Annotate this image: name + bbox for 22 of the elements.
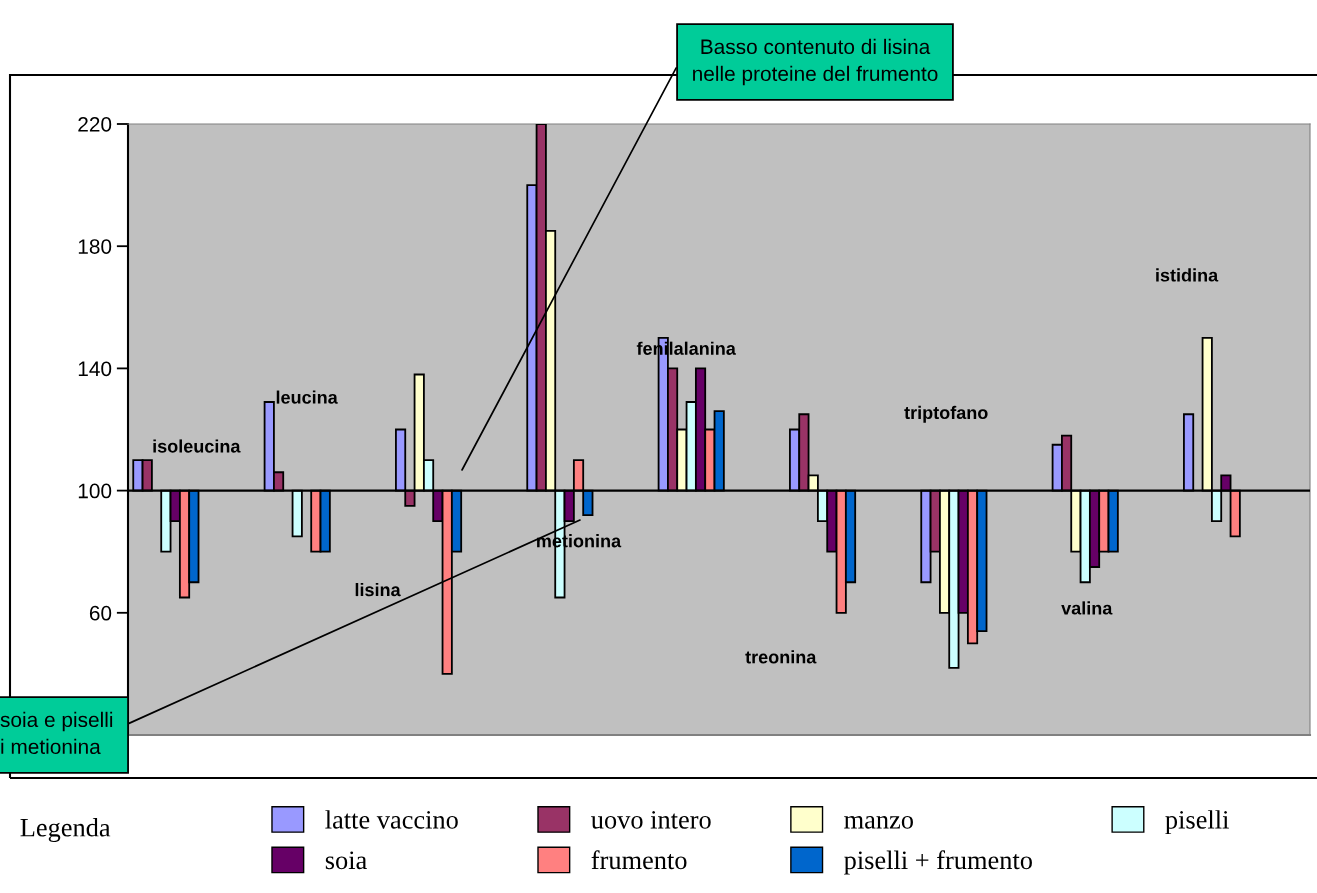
legend-label: uovo intero xyxy=(591,810,711,829)
legend-label: piselli + frumento xyxy=(844,850,1032,875)
text: soia e piselli i metionina xyxy=(0,711,113,755)
annotation: leucina xyxy=(276,390,338,404)
legend-label: manzo xyxy=(844,816,913,829)
annotation: isoleucina xyxy=(153,439,241,453)
legend-label: piselli xyxy=(1165,810,1229,835)
y-tick-label: 180 xyxy=(78,239,112,254)
legend-title: Legenda xyxy=(20,818,111,842)
y-tick-label: 60 xyxy=(89,605,112,621)
annotation: treonina xyxy=(745,650,817,664)
y-tick-label: 100 xyxy=(78,483,112,499)
legend-label: frumento xyxy=(591,850,687,870)
y-tick-label: 140 xyxy=(78,361,112,377)
annotation: valina xyxy=(1061,601,1113,615)
legend-label: latte vaccino xyxy=(325,810,458,829)
legend-label: soia xyxy=(325,851,367,870)
annotation: istidina xyxy=(1156,268,1219,282)
annotation: lisina xyxy=(355,583,401,597)
annotation: triptofano xyxy=(904,405,988,423)
y-tick-label: 220 xyxy=(78,117,112,132)
text: Basso contenuto di lisina nelle proteine del frumento xyxy=(693,38,938,86)
